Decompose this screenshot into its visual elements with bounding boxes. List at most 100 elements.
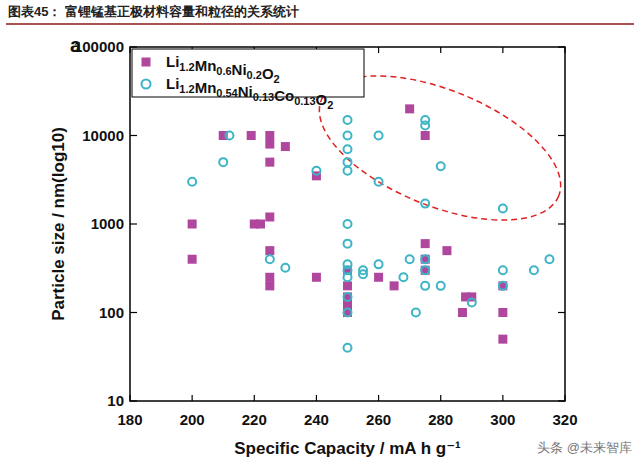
point xyxy=(498,335,507,344)
point xyxy=(405,104,414,113)
point xyxy=(344,145,352,153)
y-axis-label: Particle size / nm(log10) xyxy=(49,127,68,321)
legend-label: Li1.2Mn0.54Ni0.13Co0.13O2 xyxy=(166,75,333,111)
point xyxy=(406,255,414,263)
point xyxy=(344,293,352,301)
legend: Li1.2Mn0.6Ni0.2O2Li1.2Mn0.54Ni0.13Co0.13… xyxy=(132,49,364,111)
plot-frame xyxy=(130,47,565,401)
y-tick-label: 100000 xyxy=(74,38,124,55)
point xyxy=(499,204,507,212)
point xyxy=(374,273,383,282)
point xyxy=(343,292,352,301)
point xyxy=(265,246,274,255)
point xyxy=(344,220,352,228)
point xyxy=(281,142,290,151)
x-tick xyxy=(378,395,379,401)
point xyxy=(343,308,352,317)
point xyxy=(344,240,352,248)
point xyxy=(375,178,383,186)
legend-marker xyxy=(142,80,151,89)
x-tick xyxy=(254,395,255,401)
x-tick-label: 180 xyxy=(117,411,142,428)
point xyxy=(265,158,274,167)
title-rule xyxy=(6,23,634,25)
point xyxy=(344,309,352,317)
y-tick xyxy=(130,135,137,136)
point xyxy=(412,309,420,317)
chart: 图表45： 富锂锰基正极材料容量和粒径的关系统计a180200220240260… xyxy=(0,0,640,467)
x-tick-label: 240 xyxy=(304,411,329,428)
point xyxy=(421,200,429,208)
legend-label: Li1.2Mn0.6Ni0.2O2 xyxy=(166,53,280,85)
point xyxy=(458,308,467,317)
point xyxy=(437,162,445,170)
point xyxy=(421,266,429,274)
point xyxy=(468,298,476,306)
point xyxy=(421,255,429,263)
y-tick-label: 10 xyxy=(107,392,124,409)
x-tick-label: 200 xyxy=(180,411,205,428)
point xyxy=(499,282,507,290)
y-tick-label: 10000 xyxy=(82,127,124,144)
point xyxy=(399,273,407,281)
y-tick-label: 100 xyxy=(99,304,124,321)
x-tick xyxy=(316,395,317,401)
y-tick xyxy=(558,223,565,224)
x-tick xyxy=(502,395,503,401)
point xyxy=(421,266,430,275)
point xyxy=(266,255,274,263)
point xyxy=(312,167,320,175)
y-tick xyxy=(558,312,565,313)
x-tick-label: 320 xyxy=(552,411,577,428)
x-tick xyxy=(440,395,441,401)
point xyxy=(344,158,352,166)
point xyxy=(188,178,196,186)
point xyxy=(312,273,321,282)
x-tick-label: 280 xyxy=(428,411,453,428)
point xyxy=(281,264,289,272)
x-tick xyxy=(440,47,441,53)
y-tick xyxy=(130,223,137,224)
y-tick xyxy=(558,135,565,136)
point xyxy=(421,121,429,129)
point xyxy=(265,281,274,290)
point xyxy=(265,212,274,221)
point xyxy=(375,260,383,268)
point xyxy=(437,282,445,290)
point xyxy=(225,132,233,140)
points xyxy=(188,104,554,351)
x-tick-label: 300 xyxy=(490,411,515,428)
x-axis-label: Specific Capacity / mA h g⁻¹ xyxy=(234,439,461,458)
point xyxy=(265,131,274,140)
point xyxy=(247,131,256,140)
point xyxy=(344,273,352,281)
y-tick-label: 1000 xyxy=(91,215,124,232)
point xyxy=(498,281,507,290)
x-tick-label: 260 xyxy=(366,411,391,428)
point xyxy=(344,116,352,124)
point xyxy=(188,220,197,229)
point xyxy=(545,255,553,263)
point xyxy=(359,270,367,278)
point xyxy=(219,158,227,166)
point xyxy=(442,246,451,255)
point xyxy=(421,131,430,140)
point xyxy=(530,266,538,274)
x-tick-label: 220 xyxy=(242,411,267,428)
point xyxy=(344,167,352,175)
y-tick xyxy=(130,312,137,313)
x-tick xyxy=(502,47,503,53)
point xyxy=(421,255,430,264)
legend-marker xyxy=(142,58,151,67)
point xyxy=(188,255,197,264)
title: 图表45： 富锂锰基正极材料容量和粒径的关系统计 xyxy=(8,4,299,19)
point xyxy=(499,266,507,274)
point xyxy=(375,132,383,140)
point xyxy=(265,273,274,282)
x-tick xyxy=(378,47,379,53)
watermark: 头条 @未来智库 xyxy=(537,440,632,455)
point xyxy=(344,344,352,352)
point xyxy=(390,281,399,290)
point xyxy=(343,281,352,290)
point xyxy=(256,220,265,229)
